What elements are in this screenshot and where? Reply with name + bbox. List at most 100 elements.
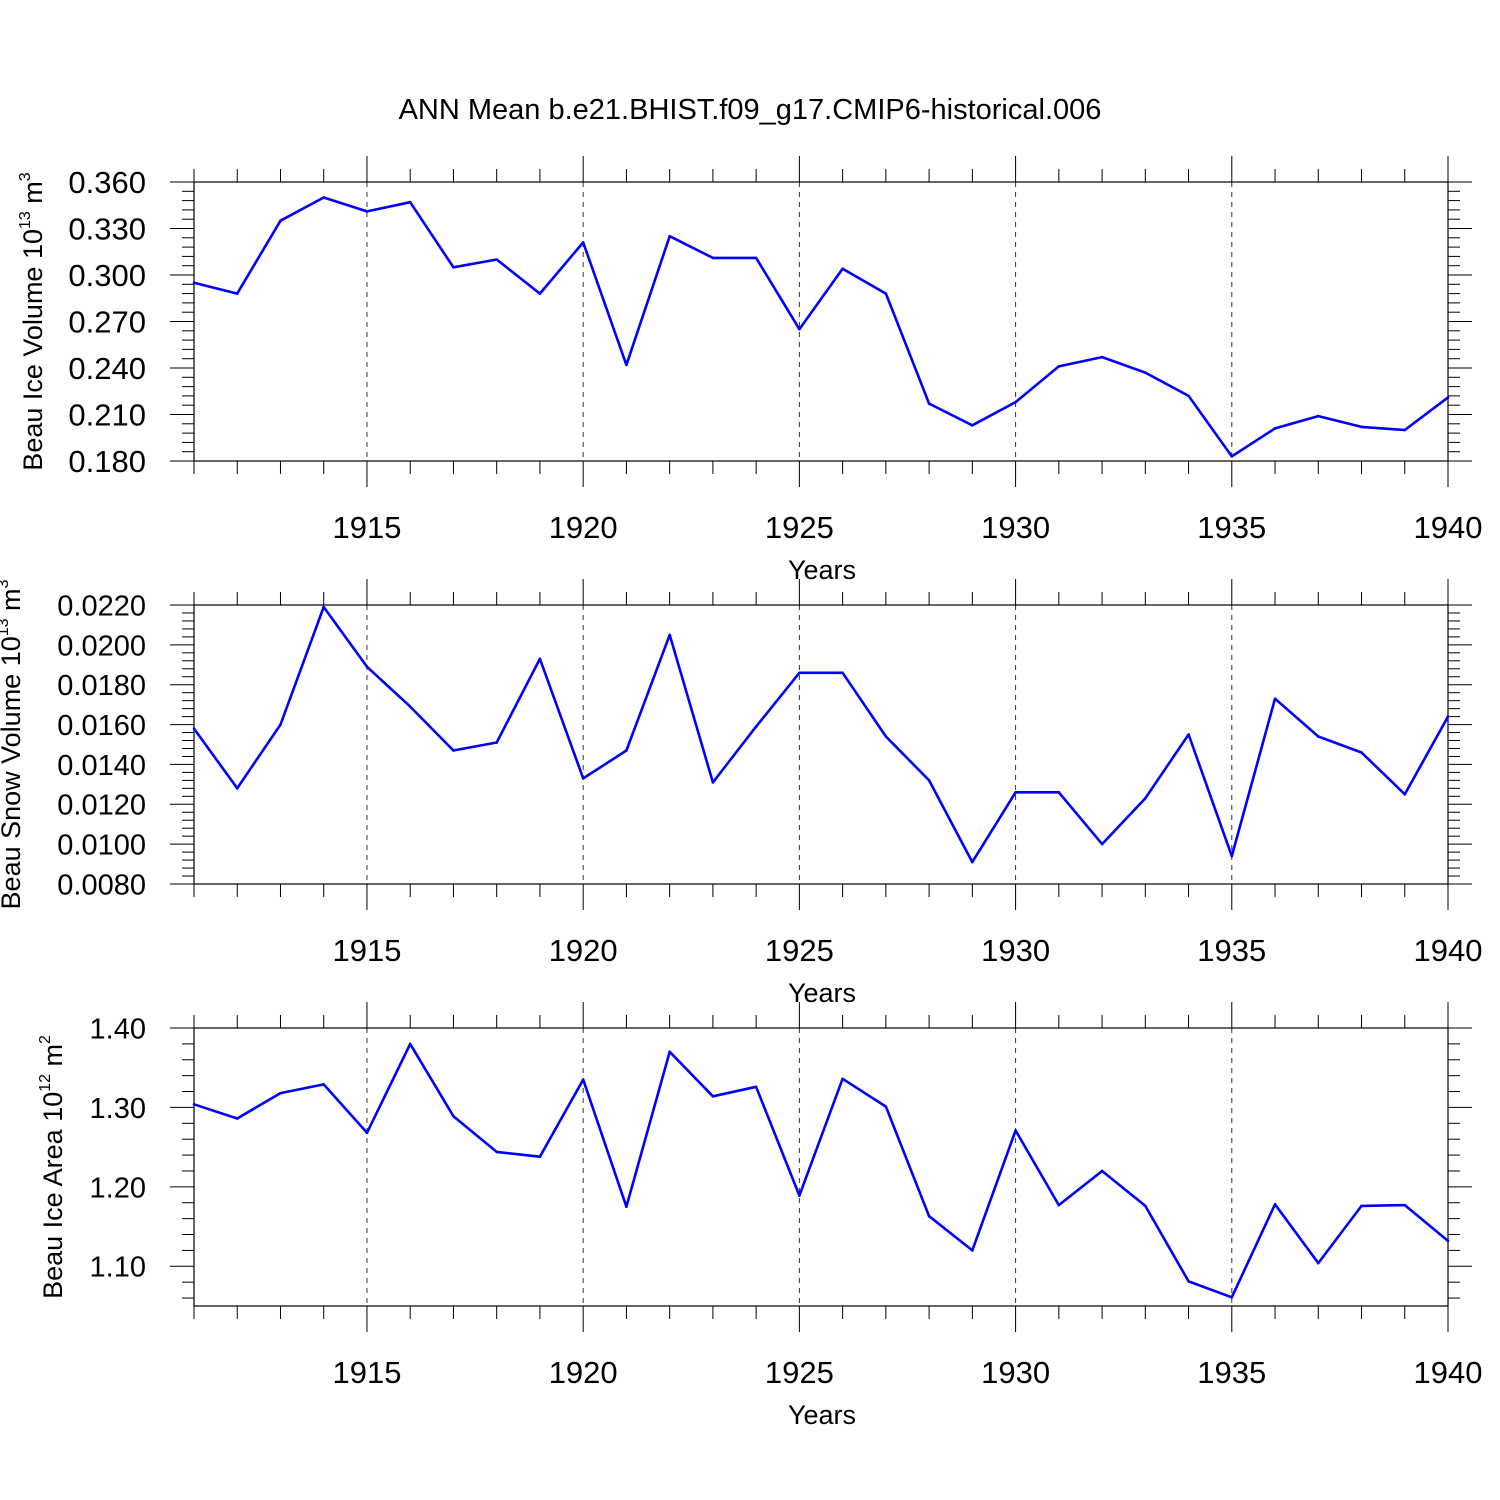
- y-axis-label-exponent: 2: [37, 1035, 54, 1044]
- y-tick-label: 0.0100: [57, 830, 146, 862]
- y-tick-label: 1.40: [90, 1013, 146, 1045]
- data-point: [1230, 854, 1234, 858]
- y-tick-label: 0.270: [68, 305, 146, 340]
- data-point: [538, 1155, 542, 1158]
- x-tick-label: 1915: [332, 510, 401, 545]
- panel-1: 1915 1920 1925 1930 1935 1940 0.180 0.210 0.240 0…: [17, 156, 1482, 585]
- plot-frame: [193, 181, 1449, 462]
- data-point: [1446, 715, 1450, 718]
- data-point: [927, 402, 931, 405]
- data-point: [1144, 371, 1147, 374]
- x-tick-label: 1930: [981, 510, 1050, 545]
- x-tick-label: 1935: [1197, 933, 1266, 968]
- y-axis-label-exponent: 13: [17, 211, 34, 229]
- data-point: [1014, 400, 1017, 404]
- data-point: [1057, 365, 1061, 368]
- y-axis-label-exponent: 12: [37, 1074, 54, 1092]
- data-point: [365, 1131, 369, 1135]
- y-tick-label: 0.0160: [57, 710, 146, 742]
- y-axis-label-exponent: 13: [0, 618, 12, 636]
- y-tick-label: 0.210: [68, 398, 146, 433]
- series-line: [192, 605, 1450, 864]
- data-point: [452, 265, 455, 269]
- y-tick-label: 0.360: [68, 165, 146, 200]
- data-point: [1057, 1203, 1061, 1207]
- y-axis-label-text: Beau Ice Area 10: [38, 1092, 68, 1299]
- data-point: [1057, 791, 1061, 794]
- panel-2: 1915 1920 1925 1930 1935 1940 0.0080 0.0100 0.01…: [0, 579, 1482, 1008]
- data-point: [1100, 355, 1104, 359]
- data-point: [495, 258, 498, 261]
- data-point: [192, 727, 196, 730]
- data-point: [625, 749, 628, 752]
- data-point: [1360, 751, 1363, 754]
- data-point: [1187, 394, 1190, 398]
- data-point: [927, 779, 931, 782]
- x-axis-label: Years: [788, 978, 856, 1008]
- plot-frame: [193, 1027, 1449, 1307]
- data-point: [279, 219, 282, 223]
- data-point: [1273, 697, 1277, 700]
- y-axis-label-text: Beau Snow Volume 10: [0, 636, 26, 909]
- data-point: [1316, 735, 1320, 738]
- panel-3: 1915 1920 1925 1930 1935 1940 1.10 1.20 1.30 1.40…: [37, 1002, 1482, 1430]
- data-point: [235, 787, 239, 790]
- x-tick-label: 1925: [765, 1355, 834, 1390]
- data-point: [1100, 842, 1104, 846]
- y-axis-label-text: m: [38, 1044, 68, 1074]
- x-tick-label: 1925: [765, 510, 834, 545]
- data-point: [1360, 1204, 1363, 1208]
- data-point: [1316, 414, 1320, 418]
- data-point: [235, 292, 239, 295]
- data-point: [971, 860, 974, 864]
- data-point: [1403, 428, 1407, 432]
- x-tick-label: 1940: [1414, 933, 1483, 968]
- panels: 1915 1920 1925 1930 1935 1940 0.180 0.210 0.240 0…: [0, 156, 1482, 1430]
- data-point: [754, 725, 758, 728]
- data-point: [798, 1194, 801, 1197]
- y-tick-label: 0.300: [68, 258, 146, 293]
- data-point: [538, 657, 542, 661]
- y-tick-label: 1.20: [90, 1172, 146, 1204]
- series-line: [193, 1042, 1449, 1299]
- y-axis-label-text: m: [18, 181, 48, 211]
- x-axis-label: Years: [788, 1400, 856, 1430]
- x-tick-label: 1920: [549, 510, 618, 545]
- y-tick-label: 0.0200: [57, 630, 146, 662]
- data-point: [884, 735, 888, 738]
- x-tick-label: 1925: [765, 933, 834, 968]
- data-point: [668, 1050, 671, 1054]
- data-point: [279, 1091, 282, 1095]
- x-tick-label: 1935: [1197, 1355, 1266, 1390]
- x-tick-label: 1920: [549, 933, 618, 968]
- y-tick-label: 1.10: [90, 1252, 146, 1284]
- data-point: [1230, 455, 1234, 458]
- data-point: [1316, 1261, 1320, 1265]
- y-axis-label-exponent: 3: [0, 579, 12, 588]
- y-axis-label: Beau Ice Volume 1013 m3: [17, 172, 48, 470]
- data-point: [452, 749, 455, 752]
- data-point: [581, 777, 585, 780]
- data-point: [1403, 1203, 1407, 1207]
- x-tick-label: 1940: [1414, 1355, 1483, 1390]
- y-tick-label: 0.0080: [57, 869, 146, 901]
- data-point: [408, 200, 412, 204]
- data-point: [971, 1249, 974, 1252]
- data-point: [322, 196, 326, 199]
- data-point: [1014, 791, 1017, 794]
- y-tick-label: 0.240: [68, 351, 146, 386]
- data-point: [452, 1114, 455, 1118]
- y-tick-label: 0.330: [68, 212, 146, 247]
- data-point: [1100, 1169, 1104, 1173]
- data-point: [322, 605, 326, 609]
- data-point: [625, 1205, 628, 1209]
- data-point: [1403, 793, 1407, 796]
- data-point: [192, 1102, 196, 1106]
- data-point: [711, 1095, 715, 1098]
- data-point: [971, 424, 974, 427]
- y-tick-label: 0.0220: [57, 590, 146, 622]
- data-point: [408, 1042, 412, 1046]
- data-point: [1230, 1295, 1234, 1299]
- data-point: [754, 1085, 758, 1089]
- x-tick-label: 1940: [1414, 510, 1483, 545]
